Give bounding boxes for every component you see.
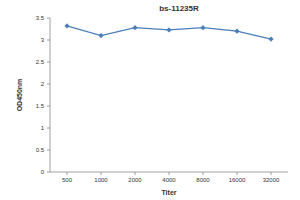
y-tick-label: 0.5 bbox=[36, 147, 45, 153]
x-tick bbox=[101, 172, 102, 175]
y-tick-label: 0 bbox=[41, 169, 45, 175]
y-tick bbox=[47, 40, 50, 41]
data-marker bbox=[200, 25, 205, 30]
x-tick bbox=[271, 172, 272, 175]
y-tick bbox=[47, 18, 50, 19]
chart-container: 0 0.5 1 1.5 2 2.5 3 3.5 500 1000 2000 4000 8000 16000… bbox=[0, 0, 300, 200]
y-tick-label: 1 bbox=[41, 125, 45, 131]
y-tick-label: 2 bbox=[41, 81, 45, 87]
y-tick bbox=[47, 172, 50, 173]
x-axis-label: Titer bbox=[161, 189, 176, 196]
data-marker bbox=[64, 23, 69, 28]
y-tick bbox=[47, 106, 50, 107]
y-tick bbox=[47, 150, 50, 151]
x-tick bbox=[237, 172, 238, 175]
y-tick-label: 1.5 bbox=[36, 103, 45, 109]
x-tick-label: 2000 bbox=[128, 177, 142, 183]
chart-svg: 0 0.5 1 1.5 2 2.5 3 3.5 500 1000 2000 4000 8000 16000… bbox=[0, 0, 300, 200]
x-tick bbox=[169, 172, 170, 175]
data-marker bbox=[166, 27, 171, 32]
x-tick-label: 16000 bbox=[229, 177, 246, 183]
chart-title: bs-11235R bbox=[159, 4, 199, 13]
y-tick bbox=[47, 62, 50, 63]
data-marker bbox=[132, 25, 137, 30]
y-tick-label: 3.5 bbox=[36, 15, 45, 21]
x-tick bbox=[203, 172, 204, 175]
x-tick-label: 32000 bbox=[263, 177, 280, 183]
y-tick bbox=[47, 84, 50, 85]
y-tick-label: 2.5 bbox=[36, 59, 45, 65]
y-tick-label: 3 bbox=[41, 37, 45, 43]
x-tick-label: 1000 bbox=[94, 177, 108, 183]
data-marker bbox=[268, 37, 273, 42]
plot-area bbox=[64, 23, 273, 41]
y-tick bbox=[47, 128, 50, 129]
x-tick-label: 4000 bbox=[162, 177, 176, 183]
data-marker bbox=[98, 33, 103, 38]
x-tick bbox=[67, 172, 68, 175]
y-axis bbox=[50, 18, 51, 172]
x-tick bbox=[135, 172, 136, 175]
data-line bbox=[67, 26, 271, 39]
x-tick-label: 8000 bbox=[196, 177, 210, 183]
data-marker bbox=[234, 29, 239, 34]
y-axis-label: OD450nm bbox=[16, 79, 23, 112]
x-tick-label: 500 bbox=[62, 177, 73, 183]
